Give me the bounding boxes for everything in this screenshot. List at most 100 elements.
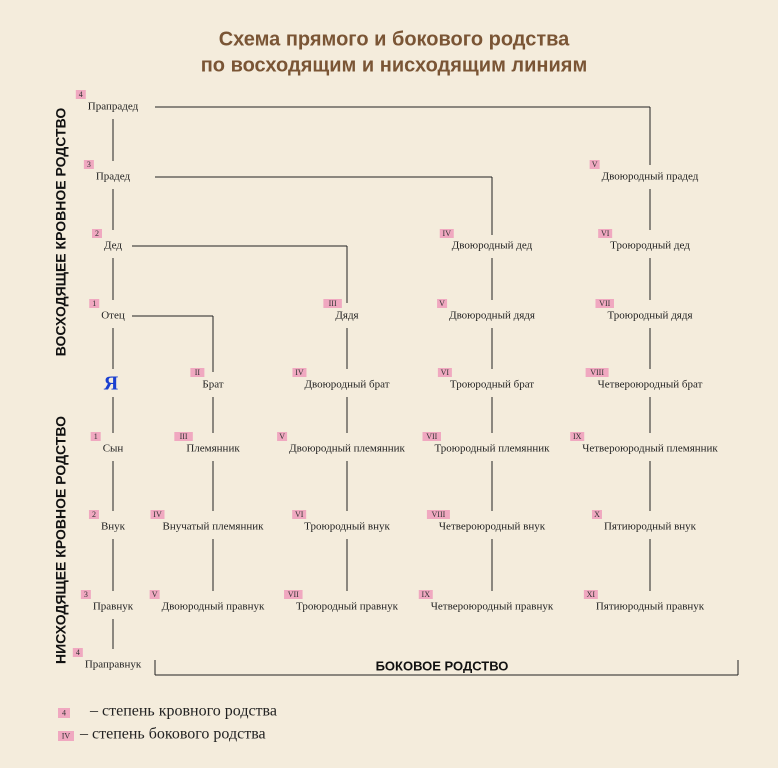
degree-badge-box bbox=[92, 229, 103, 238]
node-label: Троюродный внук bbox=[304, 521, 390, 533]
degree-badge-box bbox=[570, 432, 585, 441]
node-label: Четвероюродный брат bbox=[598, 379, 703, 391]
degree-badge: V bbox=[439, 299, 445, 308]
node-label: Внук bbox=[101, 521, 126, 533]
degree-badge-box bbox=[589, 160, 600, 169]
degree-badge: V bbox=[592, 160, 598, 169]
degree-badge-box bbox=[585, 368, 609, 377]
degree-badge-box bbox=[292, 368, 307, 377]
degree-badge: VI bbox=[441, 368, 450, 377]
side-label: ВОСХОДЯЩЕЕ КРОВНОЕ РОДСТВО bbox=[53, 108, 69, 357]
node-label: Двоюродный дядя bbox=[449, 310, 535, 322]
degree-badge-box bbox=[598, 229, 613, 238]
degree-badge-box bbox=[583, 590, 598, 599]
node-label: Троюродный дядя bbox=[607, 310, 692, 322]
degree-badge: VII bbox=[426, 432, 437, 441]
degree-badge: IX bbox=[422, 590, 431, 599]
node-label: Правнук bbox=[93, 601, 134, 613]
degree-badge: V bbox=[152, 590, 158, 599]
node-label: Двоюродный брат bbox=[304, 379, 389, 391]
node-label: Дед bbox=[104, 240, 122, 252]
node-label: Внучатый племянник bbox=[163, 521, 265, 533]
node-label: Я bbox=[104, 373, 119, 395]
degree-badge-box bbox=[437, 368, 452, 377]
degree-badge: III bbox=[329, 299, 337, 308]
degree-badge-box bbox=[277, 432, 288, 441]
node-label: Пятиюродный правнук bbox=[596, 601, 705, 613]
legend-text: – степень кровного родства bbox=[89, 703, 277, 720]
degree-badge: IV bbox=[153, 510, 162, 519]
degree-badge: IV bbox=[443, 229, 452, 238]
title-line: Схема прямого и бокового родства bbox=[219, 28, 570, 50]
connectors bbox=[132, 106, 739, 676]
node-label: Прадед bbox=[96, 171, 131, 183]
legend-badge-box bbox=[58, 731, 74, 741]
node-label: Праправнук bbox=[85, 659, 142, 671]
degree-badge-box bbox=[174, 432, 193, 441]
degree-badge: XI bbox=[587, 590, 596, 599]
degree-badge-box bbox=[88, 510, 99, 519]
degree-badge-box bbox=[90, 432, 101, 441]
node-label: Двоюродный правнук bbox=[162, 601, 265, 613]
degree-badge-box bbox=[591, 510, 602, 519]
degree-badge: IV bbox=[295, 368, 304, 377]
degree-badge: 2 bbox=[92, 510, 96, 519]
legend-badge: IV bbox=[62, 731, 71, 740]
node-label: Брат bbox=[202, 379, 223, 391]
degree-badge-box bbox=[418, 590, 433, 599]
degree-badge: V bbox=[279, 432, 285, 441]
degree-badge-box bbox=[422, 432, 441, 441]
legend-text: – степень бокового родства bbox=[79, 726, 266, 743]
node-label: Двоюродный прадед bbox=[602, 171, 699, 183]
degree-badge-box bbox=[150, 510, 165, 519]
degree-badge-box bbox=[292, 510, 307, 519]
node-label: Пятиюродный внук bbox=[604, 521, 697, 533]
degree-badge: 3 bbox=[84, 590, 88, 599]
node-label: Троюродный племянник bbox=[435, 443, 551, 455]
node-label: Четвероюродный правнук bbox=[431, 601, 554, 613]
degree-badge: X bbox=[594, 510, 600, 519]
degree-badge-box bbox=[595, 299, 614, 308]
degree-badge-box bbox=[190, 368, 205, 377]
node-label: Племянник bbox=[186, 443, 240, 455]
degree-badge-box bbox=[284, 590, 303, 599]
degree-badge-box bbox=[439, 229, 454, 238]
degree-badge: VIII bbox=[432, 510, 446, 519]
node-label: Сын bbox=[103, 443, 124, 455]
side-label: НИСХОДЯЩЕЕ КРОВНОЕ РОДСТВО bbox=[53, 416, 69, 664]
degree-badge: 4 bbox=[76, 648, 80, 657]
degree-badge-box bbox=[149, 590, 160, 599]
node-label: Троюродный брат bbox=[450, 379, 534, 391]
degree-badge-box bbox=[437, 299, 448, 308]
legend-badge: 4 bbox=[62, 708, 66, 717]
degree-badge: 4 bbox=[79, 90, 83, 99]
degree-badge: 2 bbox=[95, 229, 99, 238]
node-label: Троюродный дед bbox=[610, 240, 690, 252]
node-label: Прапрадед bbox=[88, 101, 139, 113]
legend-badge-box bbox=[58, 708, 70, 718]
node-label: Четвероюродный внук bbox=[439, 521, 546, 533]
degree-badge-box bbox=[80, 590, 91, 599]
degree-badge-box bbox=[323, 299, 342, 308]
degree-badge: 1 bbox=[94, 432, 98, 441]
degree-badge: VI bbox=[295, 510, 304, 519]
node-label: Двоюродный дед bbox=[452, 240, 533, 252]
degree-badge-box bbox=[72, 648, 83, 657]
degree-badge: VII bbox=[288, 590, 299, 599]
degree-badge-box bbox=[83, 160, 94, 169]
node-label: Троюродный правнук bbox=[296, 601, 399, 613]
degree-badge: VI bbox=[601, 229, 610, 238]
degree-badge: II bbox=[195, 368, 201, 377]
degree-badge: IX bbox=[573, 432, 582, 441]
degree-badge: III bbox=[180, 432, 188, 441]
node-label: Четвероюродный племянник bbox=[582, 443, 718, 455]
node-label: Отец bbox=[101, 310, 125, 322]
bottom-label: БОКОВОЕ РОДСТВО bbox=[376, 658, 509, 673]
degree-badge-box bbox=[75, 90, 86, 99]
degree-badge: 1 bbox=[92, 299, 96, 308]
degree-badge: VII bbox=[599, 299, 610, 308]
title-line: по восходящим и нисходящим линиям bbox=[201, 54, 588, 76]
degree-badge: 3 bbox=[87, 160, 91, 169]
node-label: Дядя bbox=[335, 310, 358, 322]
